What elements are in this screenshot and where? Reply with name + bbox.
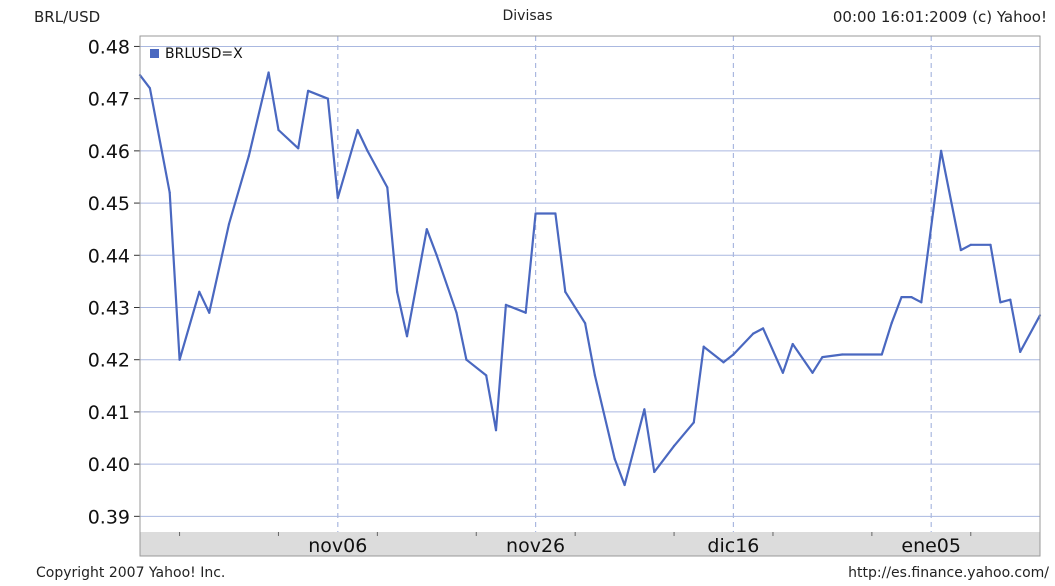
grid-lines [140,36,1040,532]
y-tick-label: 0.40 [88,454,130,476]
data-point [396,290,399,293]
data-point [534,212,537,215]
data-point [168,191,171,194]
data-point [1009,298,1012,301]
series-layer [138,71,1042,487]
data-point [672,444,676,447]
data-point [198,290,201,293]
data-point [781,371,784,374]
data-point [623,483,626,487]
x-tick-label: nov06 [308,535,367,557]
data-point [494,429,498,432]
data-point [1019,350,1022,353]
data-point [425,228,428,231]
data-point [277,128,280,132]
data-point [148,87,151,90]
data-point [643,408,646,411]
x-axis-ticks: nov06 nov26 dic16 ene05 [179,532,972,557]
plot-frame [139,35,1041,557]
data-point [653,470,656,474]
data-point [880,353,883,356]
y-tick-label: 0.44 [88,245,130,267]
data-point [959,248,962,252]
data-point [752,332,755,335]
data-point [761,327,765,330]
data-point [247,154,250,158]
x-tick-label: ene05 [901,535,961,557]
header-title: Divisas [502,8,553,24]
y-tick-label: 0.43 [88,297,130,319]
x-tick-label: dic16 [707,535,759,557]
x-tick-label: nov26 [506,535,565,557]
data-point [999,301,1002,304]
data-point [811,371,814,374]
y-tick-label: 0.45 [88,193,130,215]
data-point [900,295,903,299]
data-point [969,243,972,246]
y-tick-label: 0.48 [88,36,130,58]
x-axis-band [140,532,1040,556]
data-point [326,97,330,100]
data-point [227,222,231,226]
data-point [307,89,310,92]
data-point [386,186,389,189]
data-point [554,212,557,215]
data-point [841,353,844,356]
data-point [821,355,824,359]
data-point [336,196,339,199]
legend-swatch [150,49,159,58]
legend-label: BRLUSD=X [165,46,243,62]
y-tick-label: 0.46 [88,141,130,163]
data-point [465,358,468,361]
data-point [356,128,359,132]
y-axis-ticks: 0.39 0.40 0.41 0.42 0.43 0.44 0.45 0.46 0.47 0.48 [88,36,140,528]
data-point [485,374,488,377]
data-point [910,295,913,299]
x-axis-band-fill [140,532,1040,556]
data-point [732,353,735,356]
data-point [178,358,181,361]
y-tick-label: 0.41 [88,402,130,424]
data-point [504,303,508,306]
data-point [366,149,369,152]
data-point [613,457,616,461]
data-point [583,322,587,325]
data-point [920,301,923,304]
legend: BRLUSD=X [150,46,243,62]
data-point [939,149,943,152]
data-point [455,311,458,314]
data-point [435,254,438,257]
data-point [524,311,527,314]
header-timestamp: 00:00 16:01:2009 (c) Yahoo! [832,8,1047,26]
footer-copyright: Copyright 2007 Yahoo! Inc. [36,565,226,581]
data-point [267,71,270,74]
data-point [593,374,597,377]
data-point [297,147,300,150]
data-point [989,243,992,246]
data-point [564,290,567,293]
series-line [139,71,1041,487]
data-point [405,335,409,338]
data-point [208,311,211,314]
data-point [702,345,705,348]
data-point [722,361,725,364]
data-point [791,342,794,346]
y-tick-label: 0.47 [88,89,130,111]
data-point [890,322,893,325]
header-pair-label: BRL/USD [34,8,101,26]
data-point [692,421,695,424]
footer-url: http://es.finance.yahoo.com/ [848,565,1049,581]
y-tick-label: 0.42 [88,350,130,372]
y-tick-label: 0.39 [88,506,130,528]
